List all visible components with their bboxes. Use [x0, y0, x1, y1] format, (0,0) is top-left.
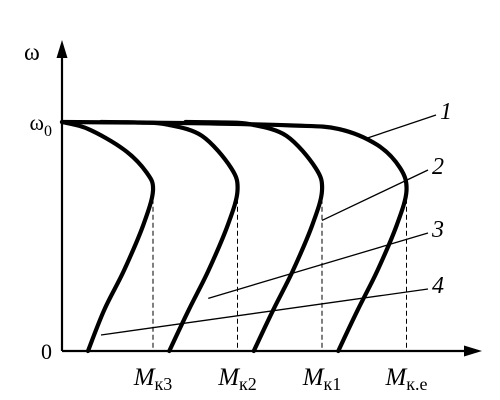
y-tick-label-1: 0: [41, 339, 52, 364]
curve-label-1: 1: [440, 99, 452, 125]
curve-label-3: 3: [431, 217, 444, 243]
x-tick-label-2: Mк1: [302, 364, 342, 394]
leader-2: [321, 169, 429, 222]
leader-4: [100, 288, 429, 336]
axis-tick-labels: ω0 0 Mк3 Mк2 Mк1 Mк.е: [30, 110, 428, 394]
x-tick-label-0: Mк3: [133, 364, 173, 394]
curve-number-labels: 1 2 3 4: [431, 99, 452, 299]
curve-2: [183, 119, 325, 354]
critical-torque-guides: [152, 190, 407, 351]
x-tick-label-1: Mк2: [217, 364, 257, 394]
y-axis-label: ω: [24, 40, 40, 66]
curve-label-4: 4: [432, 273, 444, 299]
x-axis-arrow-icon: [464, 345, 482, 357]
leader-3: [208, 232, 429, 299]
leader-1: [367, 114, 437, 139]
y-axis-arrow-icon: [56, 40, 68, 58]
curve-3: [98, 119, 240, 354]
curve-label-2: 2: [432, 154, 444, 180]
curve-4: [59, 119, 156, 354]
x-tick-label-3: Mк.е: [384, 364, 427, 394]
characteristic-curves: [59, 119, 409, 354]
curve-leader-lines: [100, 114, 437, 336]
y-tick-label-0: ω0: [30, 110, 52, 140]
